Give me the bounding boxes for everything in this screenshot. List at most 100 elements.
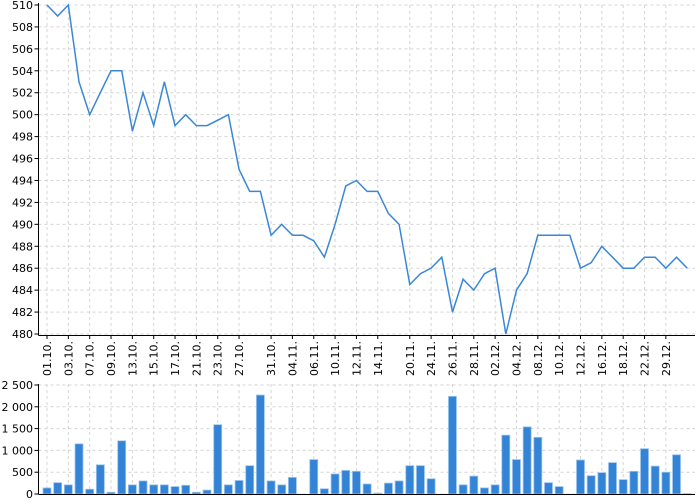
- volume-bar: [150, 485, 158, 494]
- volume-bar: [139, 481, 147, 494]
- volume-bar: [374, 493, 382, 494]
- x-tick-label: 15.10.: [148, 341, 161, 376]
- volume-bar: [75, 444, 83, 494]
- volume-bar: [651, 466, 659, 494]
- y-tick-label: 500: [12, 109, 33, 122]
- volume-bar: [673, 455, 681, 494]
- volume-bar: [587, 476, 595, 494]
- volume-bar: [192, 492, 200, 494]
- y-tick-label: 498: [12, 131, 33, 144]
- volume-bar: [64, 485, 72, 494]
- volume-bar: [235, 480, 243, 494]
- volume-bar: [416, 466, 424, 494]
- x-tick-label: 20.11.: [404, 341, 417, 376]
- volume-bar: [480, 488, 488, 494]
- x-tick-label: 10.12.: [553, 341, 566, 376]
- y-tick-label: 2 500: [2, 379, 34, 392]
- x-tick-label: 23.10.: [212, 341, 225, 376]
- y-tick-label: 504: [12, 65, 33, 78]
- y-tick-label: 486: [12, 262, 33, 275]
- y-tick-label: 490: [12, 218, 33, 231]
- volume-bar: [523, 427, 531, 494]
- volume-bar: [641, 449, 649, 494]
- volume-bar: [577, 460, 585, 494]
- y-tick-label: 0: [26, 488, 33, 500]
- volume-bar: [384, 483, 392, 494]
- volume-bar: [118, 441, 126, 494]
- x-tick-label: 04.11.: [286, 341, 299, 376]
- y-tick-label: 508: [12, 21, 33, 34]
- x-tick-label: 22.12.: [639, 341, 652, 376]
- volume-bar: [214, 425, 222, 494]
- x-tick-label: 01.10.: [41, 341, 54, 376]
- volume-bar: [128, 485, 136, 494]
- volume-bar: [320, 489, 328, 494]
- volume-bar: [619, 480, 627, 494]
- volume-bar: [288, 477, 296, 494]
- x-tick-label: 18.12.: [617, 341, 630, 376]
- x-tick-label: 26.11.: [446, 341, 459, 376]
- volume-bar: [491, 485, 499, 494]
- y-tick-label: 2 000: [2, 401, 34, 414]
- y-tick-label: 484: [12, 284, 33, 297]
- y-tick-label: 496: [12, 153, 33, 166]
- x-tick-label: 10.11.: [329, 341, 342, 376]
- volume-bar: [310, 460, 318, 494]
- volume-bar-chart: 0 500 1 000 1 500 2 000 2 500: [2, 379, 696, 500]
- volume-bar: [544, 483, 552, 494]
- volume-bar: [278, 485, 286, 494]
- volume-bar: [267, 481, 275, 494]
- volume-bar: [534, 437, 542, 494]
- volume-bar: [427, 479, 435, 494]
- y-tick-label: 482: [12, 306, 33, 319]
- y-tick-label: 1 000: [2, 444, 34, 457]
- volume-bar: [107, 492, 115, 494]
- volume-bar: [203, 490, 211, 494]
- volume-bar: [662, 472, 670, 494]
- y-tick-label: 480: [12, 328, 33, 341]
- volume-bar: [171, 487, 179, 494]
- x-tick-label: 12.11.: [350, 341, 363, 376]
- x-tick-label: 24.11.: [425, 341, 438, 376]
- volume-bar: [502, 435, 510, 494]
- volume-bar: [448, 396, 456, 494]
- x-tick-label: 27.10.: [233, 341, 246, 376]
- x-tick-label: 31.10.: [265, 341, 278, 376]
- volume-bar: [331, 474, 339, 494]
- y-tick-label: 502: [12, 87, 33, 100]
- volume-bar: [43, 488, 51, 494]
- x-tick-label: 02.12.: [489, 341, 502, 376]
- volume-bar: [342, 470, 350, 494]
- x-tick-label: 13.10.: [126, 341, 139, 376]
- x-tick-label: 17.10.: [169, 341, 182, 376]
- volume-bar: [182, 485, 190, 494]
- volume-bar: [470, 476, 478, 494]
- x-tick-label: 16.12.: [596, 341, 609, 376]
- y-tick-label: 488: [12, 240, 33, 253]
- x-tick-label: 06.11.: [308, 341, 321, 376]
- y-tick-label: 492: [12, 196, 33, 209]
- volume-bar: [363, 484, 371, 494]
- volume-bar: [96, 465, 104, 494]
- x-tick-label: 09.10.: [105, 341, 118, 376]
- volume-bar: [512, 460, 520, 494]
- volume-bar: [256, 395, 264, 494]
- x-tick-label: 08.12.: [532, 341, 545, 376]
- y-tick-label: 500: [12, 466, 33, 479]
- volume-bar: [395, 481, 403, 494]
- x-tick-label: 14.11.: [372, 341, 385, 376]
- volume-bar: [352, 471, 360, 494]
- y-tick-label: 1 500: [2, 423, 34, 436]
- volume-bar: [609, 463, 617, 494]
- volume-bar: [224, 485, 232, 494]
- x-tick-label: 12.12.: [575, 341, 588, 376]
- volume-bar: [555, 487, 563, 494]
- x-tick-label: 21.10.: [190, 341, 203, 376]
- volume-bar: [160, 485, 168, 494]
- volume-bar: [406, 466, 414, 494]
- y-tick-label: 510: [12, 0, 33, 12]
- y-tick-label: 506: [12, 43, 33, 56]
- volume-bar: [459, 485, 467, 494]
- x-tick-label: 04.12.: [510, 341, 523, 376]
